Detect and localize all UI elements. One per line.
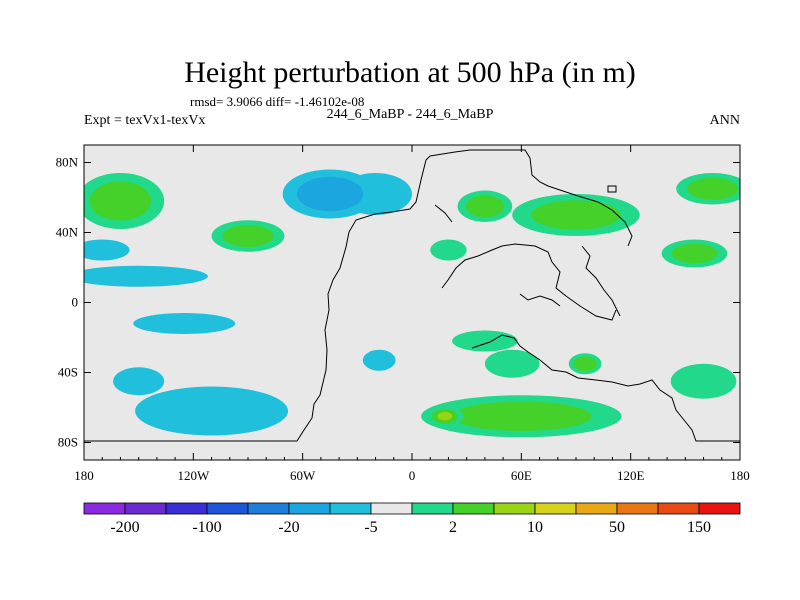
colorbar-label: -5	[364, 519, 377, 536]
colorbar-swatch	[247, 502, 290, 515]
colorbar-swatch	[83, 502, 126, 515]
x-axis: 180 120W 60W 0 60E 120E 180	[74, 145, 750, 483]
coast-australia	[565, 371, 740, 442]
colorbar-label: 50	[609, 519, 625, 536]
anomaly-contour-fill	[296, 176, 364, 212]
anomaly-contour-fill	[135, 386, 289, 436]
anomaly-contour-fill	[451, 401, 592, 431]
colorbar-swatch	[329, 502, 372, 515]
colorbar-swatch	[206, 502, 249, 515]
anomaly-contour-fill	[362, 349, 396, 371]
colorbar-swatch	[698, 502, 741, 515]
colorbar-label: 2	[449, 519, 457, 536]
y-tick-label: 80S	[58, 435, 78, 450]
anomaly-contour-fill	[465, 195, 505, 218]
anomaly-contour-fill	[84, 239, 130, 261]
colorbar-swatch	[124, 502, 167, 515]
anomaly-contour-fill	[437, 412, 453, 421]
coast-islands	[607, 185, 617, 193]
chart-title: Height perturbation at 500 hPa (in m)	[184, 56, 636, 89]
y-tick-label: 0	[72, 295, 79, 310]
anomaly-contour-fill	[573, 356, 597, 372]
coast-asia-east	[581, 245, 621, 317]
y-axis: 80N 40N 0 40S 80S	[56, 155, 740, 450]
colorbar: -200 -100 -20 -5 2 10 50 150	[83, 502, 741, 536]
colorbar-swatch	[411, 502, 454, 515]
coast-greenland	[429, 149, 633, 247]
coast-india	[519, 293, 561, 307]
anomaly-contour-fill	[484, 349, 540, 378]
anomaly-contour-fill	[89, 181, 152, 221]
coastlines	[84, 149, 740, 442]
colorbar-label: -100	[192, 519, 221, 536]
x-tick-label: 0	[409, 468, 416, 483]
colorbar-swatch	[534, 502, 577, 515]
plot-area	[83, 144, 741, 461]
anomaly-contour-fill	[113, 367, 165, 396]
y-tick-label: 40N	[56, 225, 79, 240]
stats-line: rmsd= 3.9066 diff= -1.46102e-08	[190, 94, 364, 109]
colorbar-swatch	[370, 502, 413, 515]
colorbar-label: -200	[110, 519, 139, 536]
x-tick-label: 120E	[617, 468, 645, 483]
case-label: 244_6_MaBP - 244_6_MaBP	[327, 107, 494, 122]
x-tick-label: 180	[74, 468, 94, 483]
colorbar-swatch	[657, 502, 700, 515]
x-tick-label: 60W	[290, 468, 316, 483]
anomaly-contour-fill	[84, 265, 208, 287]
colorbar-swatch	[493, 502, 536, 515]
anomaly-contour-fill	[687, 177, 739, 200]
y-tick-label: 40S	[58, 365, 78, 380]
anomaly-contour-fill	[670, 363, 737, 399]
coast-mediterranean	[434, 204, 453, 223]
heatmap-field	[84, 169, 740, 438]
x-tick-label: 60E	[511, 468, 532, 483]
colorbar-label: -20	[278, 519, 299, 536]
anomaly-contour-fill	[430, 239, 467, 261]
colorbar-swatch	[288, 502, 331, 515]
colorbar-swatch	[575, 502, 618, 515]
anomaly-contour-fill	[452, 330, 518, 352]
expt-label: Expt = texVx1-texVx	[84, 113, 205, 128]
coast-america	[84, 155, 431, 442]
colorbar-swatch	[165, 502, 208, 515]
anomaly-contour-fill	[671, 243, 718, 264]
anomaly-contour-fill	[222, 224, 274, 248]
colorbar-label: 10	[527, 519, 543, 536]
x-tick-label: 120W	[177, 468, 210, 483]
anomaly-contour-fill	[133, 313, 236, 334]
colorbar-swatch	[616, 502, 659, 515]
x-tick-label: 180	[730, 468, 750, 483]
coast-south-africa	[471, 334, 567, 373]
y-tick-label: 80N	[56, 155, 79, 170]
colorbar-label: 150	[687, 519, 711, 536]
colorbar-swatch	[452, 502, 495, 515]
season-label: ANN	[710, 113, 740, 128]
anomaly-contour-fill	[531, 200, 621, 230]
coast-africa	[441, 243, 617, 321]
